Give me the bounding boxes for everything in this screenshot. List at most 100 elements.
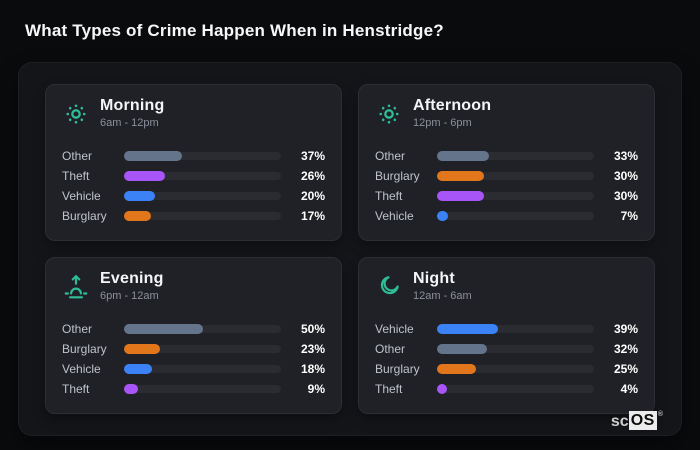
bar-row-vehicle: Vehicle 18% — [62, 359, 325, 379]
bar-track — [124, 344, 281, 355]
bar-label: Other — [62, 149, 93, 164]
bar-label: Theft — [375, 189, 403, 204]
bar-fill — [124, 191, 156, 202]
sunrise-icon — [62, 273, 89, 300]
bar-value: 4% — [620, 382, 638, 397]
bar-value: 23% — [300, 342, 325, 357]
bar-label: Burglary — [62, 342, 107, 357]
brand-logo: sc OS ® — [611, 411, 663, 430]
bar-label: Other — [62, 322, 93, 337]
bar-track — [437, 324, 594, 335]
bar-fill — [437, 364, 477, 375]
bar-label: Burglary — [375, 169, 420, 184]
bar-row-other: Other 32% — [375, 339, 638, 359]
bar-value: 30% — [613, 189, 638, 204]
bar-fill — [124, 171, 165, 182]
bar-value: 39% — [613, 322, 638, 337]
sun-icon — [375, 100, 402, 127]
bar-label: Theft — [375, 382, 403, 397]
bar-row-burglary: Burglary 30% — [375, 166, 638, 186]
bar-track — [124, 364, 281, 375]
bar-value: 9% — [307, 382, 325, 397]
bar-row-other: Other 33% — [375, 146, 638, 166]
bar-label: Vehicle — [375, 322, 414, 337]
bar-fill — [437, 384, 447, 395]
panel-evening: Evening 6pm - 12am Other 50% Burglary 23% Vehi… — [45, 257, 342, 415]
panel-title: Afternoon — [413, 97, 492, 114]
brand-prefix: sc — [610, 413, 629, 430]
bar-rows: Other 50% Burglary 23% Vehicle 18% Theft 9% — [62, 313, 325, 401]
panel-title: Evening — [100, 270, 164, 288]
bar-fill — [124, 384, 139, 395]
registered-mark-icon: ® — [657, 411, 663, 418]
panel-title: Night — [413, 270, 455, 288]
bar-rows: Other 33% Burglary 30% Theft 30% Vehicle 7% — [375, 140, 638, 228]
bar-track — [437, 344, 594, 355]
dashboard-container: Morning 6am - 12pm Other 37% Theft 26% Vehicle… — [18, 62, 682, 436]
bar-label: Burglary — [62, 209, 107, 224]
bar-value: 37% — [300, 149, 325, 164]
bar-label: Theft — [62, 169, 90, 184]
bar-fill — [437, 211, 448, 222]
bar-row-vehicle: Vehicle 20% — [62, 186, 325, 206]
bar-row-burglary: Burglary 23% — [62, 339, 325, 359]
bar-value: 33% — [613, 149, 638, 164]
bar-label: Theft — [62, 382, 90, 397]
bar-fill — [437, 191, 485, 202]
bar-label: Other — [375, 342, 406, 357]
bar-value: 18% — [300, 362, 325, 377]
bar-row-burglary: Burglary 25% — [375, 359, 638, 379]
panels-grid: Morning 6am - 12pm Other 37% Theft 26% Vehicle… — [19, 63, 681, 435]
bar-fill — [124, 151, 183, 162]
page-title: What Types of Crime Happen When in Henst… — [25, 21, 444, 40]
bar-track — [437, 211, 594, 222]
bar-row-vehicle: Vehicle 7% — [375, 206, 638, 226]
bar-track — [437, 191, 594, 202]
panel-time-range: 6am - 12pm — [100, 117, 159, 130]
bar-fill — [437, 151, 489, 162]
sun-icon — [62, 100, 89, 127]
bar-rows: Vehicle 39% Other 32% Burglary 25% Theft 4% — [375, 313, 638, 401]
bar-row-vehicle: Vehicle 39% — [375, 319, 638, 339]
bar-value: 26% — [300, 169, 325, 184]
bar-track — [124, 191, 281, 202]
bar-row-theft: Theft 26% — [62, 166, 325, 186]
bar-track — [437, 384, 594, 395]
bar-row-other: Other 50% — [62, 319, 325, 339]
panel-title: Morning — [100, 97, 165, 114]
bar-fill — [437, 324, 499, 335]
panel-time-range: 12pm - 6pm — [413, 117, 472, 130]
bar-track — [437, 364, 594, 375]
bar-value: 32% — [613, 342, 638, 357]
bar-fill — [124, 211, 151, 222]
bar-track — [437, 151, 594, 162]
panel-header: Morning 6am - 12pm — [62, 97, 325, 130]
panel-header: Night 12am - 6am — [375, 270, 638, 303]
panel-time-range: 6pm - 12am — [100, 290, 159, 303]
panel-header: Afternoon 12pm - 6pm — [375, 97, 638, 130]
bar-row-burglary: Burglary 17% — [62, 206, 325, 226]
bar-track — [124, 324, 281, 335]
bar-fill — [437, 344, 488, 355]
moon-icon — [375, 273, 402, 300]
bar-label: Burglary — [375, 362, 420, 377]
bar-fill — [437, 171, 485, 182]
bar-label: Other — [375, 149, 406, 164]
bar-label: Vehicle — [62, 362, 101, 377]
bar-track — [124, 151, 281, 162]
bar-row-theft: Theft 4% — [375, 379, 638, 399]
bar-value: 20% — [300, 189, 325, 204]
bar-value: 25% — [613, 362, 638, 377]
bar-label: Vehicle — [62, 189, 101, 204]
bar-value: 7% — [620, 209, 638, 224]
bar-row-other: Other 37% — [62, 146, 325, 166]
brand-boxed: OS — [628, 411, 657, 430]
bar-value: 50% — [300, 322, 325, 337]
bar-value: 30% — [613, 169, 638, 184]
panel-afternoon: Afternoon 12pm - 6pm Other 33% Burglary 30% Th… — [358, 84, 655, 242]
bar-fill — [124, 364, 153, 375]
bar-label: Vehicle — [375, 209, 414, 224]
bar-track — [124, 384, 281, 395]
bar-row-theft: Theft 9% — [62, 379, 325, 399]
bar-track — [437, 171, 594, 182]
